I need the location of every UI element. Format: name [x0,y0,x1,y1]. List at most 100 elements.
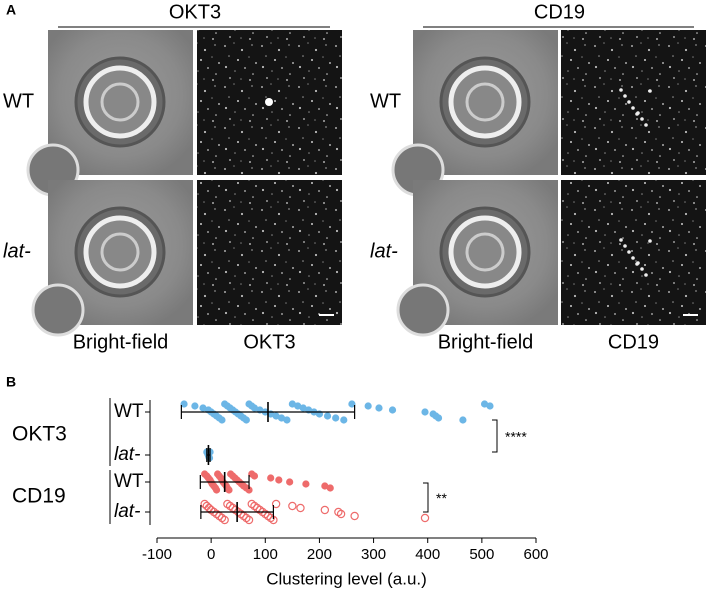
group-label: CD19 [12,485,66,508]
data-point [294,402,302,410]
x-tick-label: 200 [307,546,332,563]
data-point [340,416,348,424]
panel-label: A [6,2,16,18]
data-point [180,400,188,408]
cluster-spot [644,273,648,277]
x-tick-label: 400 [415,546,440,563]
data-point [272,412,280,420]
data-point [486,402,494,410]
cell-ring [83,65,157,139]
fluorescence-image [561,180,706,325]
data-point [242,416,250,424]
x-tick-label: 500 [469,546,494,563]
group-title: OKT3 [169,1,221,23]
cluster-spot [648,239,652,243]
data-point [245,486,253,494]
data-point [286,478,294,486]
row-label: WT [3,90,34,112]
row-label: lat- [3,240,31,262]
data-point [267,474,275,482]
data-point [277,414,286,422]
data-point [191,402,199,410]
cell-core [465,82,505,122]
data-point [332,414,340,422]
data-point [375,404,383,412]
significance-label: ** [436,490,447,506]
data-point [480,400,489,408]
row-label: lat- [370,240,398,262]
row-label: WT [114,401,144,422]
panel-b: B -100 0 100 200 300 400 500 600 Clustering level… [6,374,549,589]
data-point [364,402,372,410]
data-point [296,503,305,513]
data-point [202,501,212,511]
panel-label: B [6,374,16,390]
data-point [288,501,297,511]
column-label: OKT3 [243,331,295,353]
data-point [271,499,281,509]
row-label: WT [114,471,144,492]
x-tick-label: 0 [207,546,215,563]
data-point [225,486,233,494]
data-point [299,404,307,412]
column-label: Bright-field [73,331,169,353]
column-label: Bright-field [438,331,534,353]
significance-bracket [492,419,498,453]
significance-label: **** [505,429,527,445]
data-point [350,511,359,521]
cluster-spot [631,256,635,260]
cluster-spot [640,117,644,121]
data-point [244,515,254,525]
data-point [323,412,332,420]
group-title: CD19 [534,1,585,23]
cell-core [465,232,505,272]
cluster-spot [631,106,635,110]
cell-ring [448,65,522,139]
fluorescence-image [561,30,706,175]
cluster-spot [640,267,644,271]
cluster-spot [623,94,627,98]
cluster-spot [619,238,623,242]
data-point [212,486,221,494]
group-label: OKT3 [12,423,67,446]
cell-ring [83,215,157,289]
data-point [321,482,329,490]
data-point [220,515,229,525]
x-tick-label: 600 [523,546,548,563]
column-label: CD19 [608,331,659,353]
x-tick-label: 100 [253,546,278,563]
data-point [199,404,207,412]
x-tick-label: 300 [361,546,386,563]
row-label: lat- [114,444,140,465]
data-point [250,404,259,412]
cell-core [100,232,140,272]
data-point [283,416,291,424]
cluster-spot [619,88,623,92]
data-point [218,416,226,424]
cluster-spot [635,112,639,116]
data-point [250,472,259,480]
row-label: WT [370,90,401,112]
data-point [326,484,334,492]
cluster-spot [644,123,648,127]
x-tick-label: -100 [142,546,172,563]
data-point [459,416,467,424]
data-point [288,400,296,408]
fluorescence-image [197,180,342,325]
data-point [204,503,214,513]
data-point [434,414,443,422]
cluster-spot [648,89,652,93]
neighbor-cell [31,283,85,337]
cluster-spot [623,244,627,248]
row-label: lat- [114,501,140,522]
cell-ring [448,215,522,289]
data-point [275,476,283,484]
data-point [302,480,310,488]
cell-core [100,82,140,122]
data-point [388,406,397,414]
data-point [320,505,330,515]
data-point [348,400,356,408]
cluster-spot [265,98,273,106]
data-point [336,509,346,519]
data-point [420,513,430,523]
